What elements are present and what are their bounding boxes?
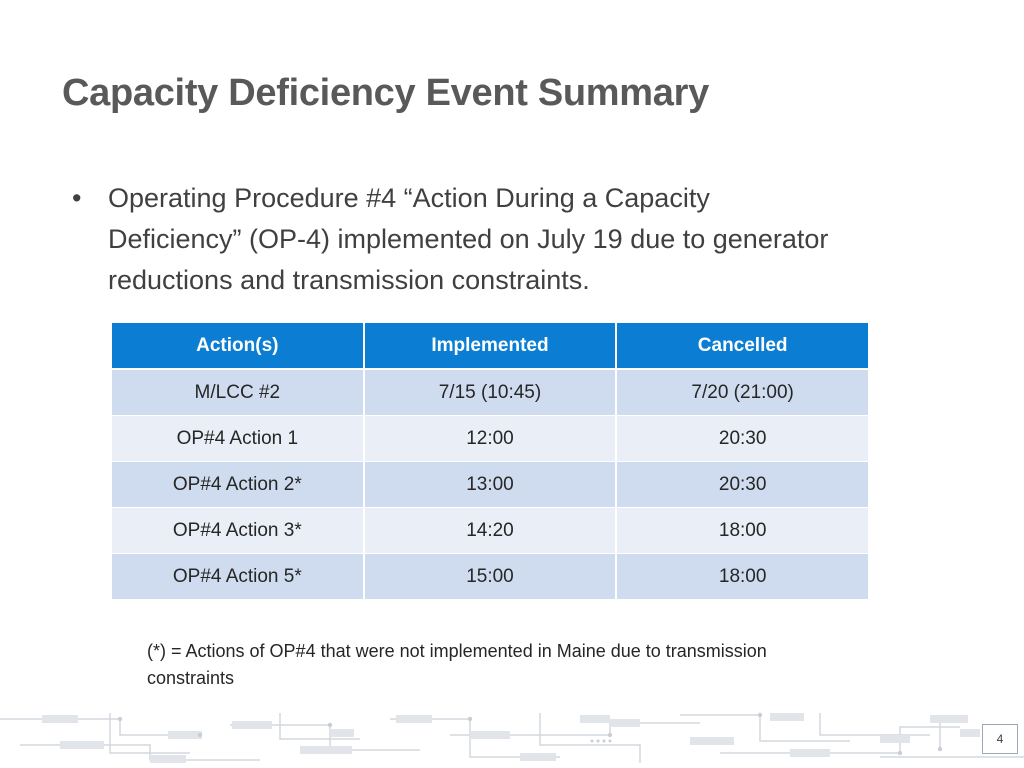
table-cell-cancelled: 18:00	[615, 553, 870, 600]
table-cell-cancelled: 20:30	[615, 415, 870, 462]
table-cell-implemented: 14:20	[362, 507, 618, 554]
header-actions: Action(s)	[110, 323, 365, 370]
slide-title: Capacity Deficiency Event Summary	[62, 72, 709, 114]
table-cell-implemented: 15:00	[362, 553, 618, 600]
table-cell-action: OP#4 Action 5*	[110, 553, 365, 600]
bullet-list: • Operating Procedure #4 “Action During …	[72, 178, 832, 301]
table-cell-cancelled: 7/20 (21:00)	[615, 369, 870, 416]
table-row: M/LCC #2 7/15 (10:45) 7/20 (21:00)	[110, 369, 870, 416]
table-cell-action: OP#4 Action 2*	[110, 461, 365, 508]
page-number: 4	[982, 724, 1018, 754]
table-row: OP#4 Action 5* 15:00 18:00	[110, 553, 870, 600]
table-cell-action: M/LCC #2	[110, 369, 365, 416]
table-row: OP#4 Action 3* 14:20 18:00	[110, 507, 870, 554]
table-cell-action: OP#4 Action 3*	[110, 507, 365, 554]
table-row: OP#4 Action 2* 13:00 20:30	[110, 461, 870, 508]
bullet-text: Operating Procedure #4 “Action During a …	[108, 183, 829, 295]
table-cell-implemented: 7/15 (10:45)	[362, 369, 618, 416]
table-cell-cancelled: 20:30	[615, 461, 870, 508]
table-cell-action: OP#4 Action 1	[110, 415, 365, 462]
bullet-item: • Operating Procedure #4 “Action During …	[72, 178, 832, 301]
table-cell-cancelled: 18:00	[615, 507, 870, 554]
table-header-row: Action(s) Implemented Cancelled	[110, 323, 870, 370]
table-cell-implemented: 13:00	[362, 461, 618, 508]
header-implemented: Implemented	[362, 323, 618, 370]
summary-table-container: Action(s) Implemented Cancelled M/LCC #2…	[110, 323, 870, 600]
footnote: (*) = Actions of OP#4 that were not impl…	[147, 641, 767, 688]
table-row: OP#4 Action 1 12:00 20:30	[110, 415, 870, 462]
summary-table: Action(s) Implemented Cancelled M/LCC #2…	[110, 323, 870, 600]
bullet-dot-icon: •	[72, 183, 82, 213]
table-cell-implemented: 12:00	[362, 415, 618, 462]
circuit-pattern-decoration	[0, 712, 1024, 763]
header-cancelled: Cancelled	[615, 323, 870, 370]
